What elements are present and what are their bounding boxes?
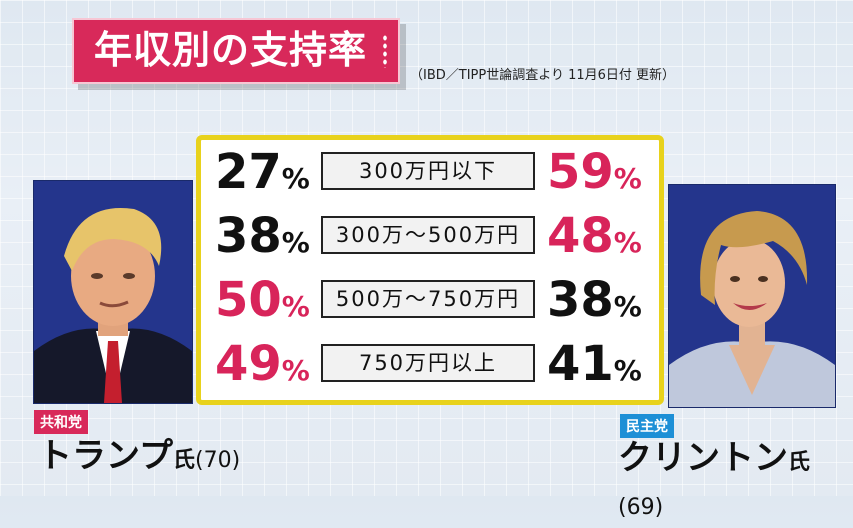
- clinton-portrait: [668, 184, 836, 408]
- title-banner: 年収別の支持率: [72, 18, 400, 84]
- democratic-party-badge: 民主党: [620, 414, 674, 438]
- republican-party-badge: 共和党: [34, 410, 88, 434]
- clinton-percent: 38%: [547, 272, 642, 328]
- page-title: 年収別の支持率: [94, 28, 368, 72]
- income-bracket-label: 750万円以上: [321, 344, 535, 382]
- portrait-illustration: [669, 185, 835, 407]
- income-bracket-label: 500万～750万円: [321, 280, 535, 318]
- trump-name: トランプ氏(70): [38, 436, 241, 476]
- portrait-illustration: [34, 181, 192, 403]
- income-row: 38% 300万～500万円 48%: [201, 206, 659, 266]
- income-bracket-label: 300万～500万円: [321, 216, 535, 254]
- trump-percent: 27%: [215, 144, 310, 200]
- income-row: 49% 750万円以上 41%: [201, 334, 659, 394]
- trump-percent: 38%: [215, 208, 310, 264]
- clinton-percent: 48%: [547, 208, 642, 264]
- support-table-panel: 27% 300万円以下 59% 38% 300万～500万円 48% 50% 5…: [196, 135, 664, 405]
- source-note: （IBD／TIPP世論調査より 11月6日付 更新）: [410, 68, 676, 83]
- trump-percent: 49%: [215, 336, 310, 392]
- title-decoration: [382, 34, 388, 68]
- trump-percent: 50%: [215, 272, 310, 328]
- clinton-name: クリントン氏(69): [618, 438, 811, 520]
- trump-portrait: [33, 180, 193, 404]
- clinton-percent: 41%: [547, 336, 642, 392]
- income-row: 50% 500万～750万円 38%: [201, 270, 659, 330]
- income-row: 27% 300万円以下 59%: [201, 142, 659, 202]
- income-bracket-label: 300万円以下: [321, 152, 535, 190]
- clinton-percent: 59%: [547, 144, 642, 200]
